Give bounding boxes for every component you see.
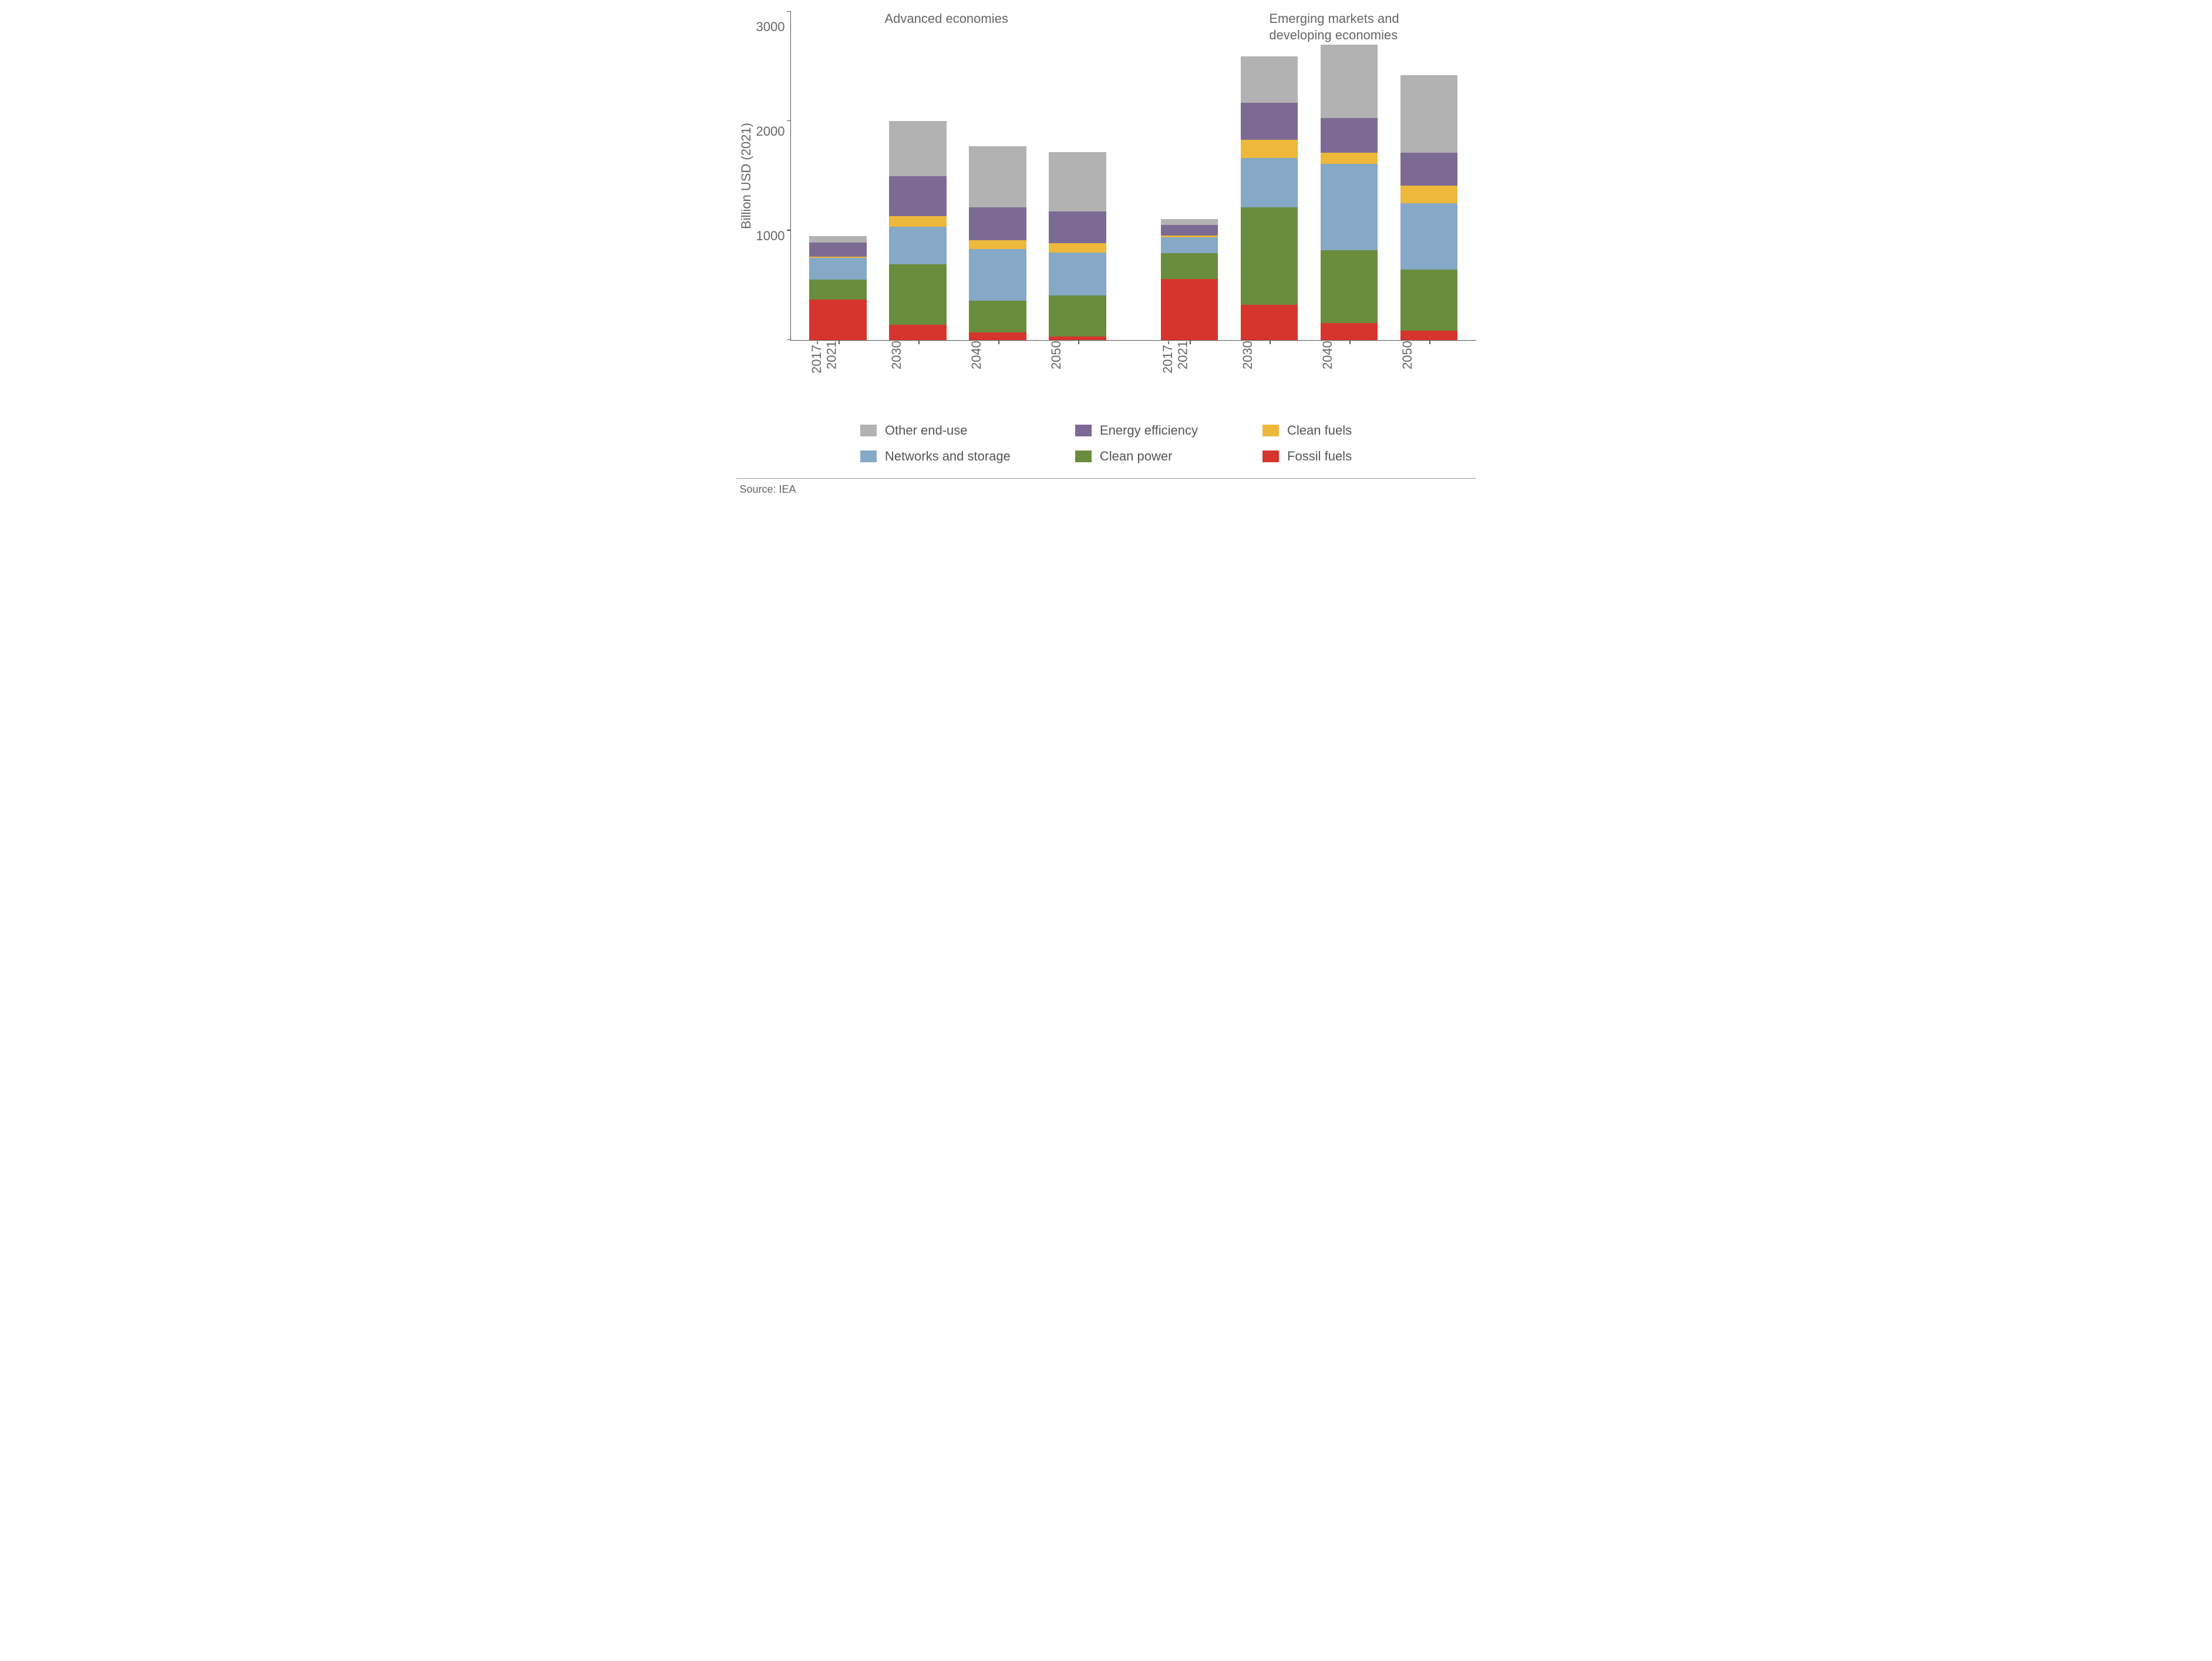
source-text: Source: IEA [736, 479, 1476, 496]
legend-swatch [1262, 425, 1279, 436]
investment-chart: Billion USD (2021) 3000200010000 Advance… [736, 12, 1476, 496]
x-tick-label: 2017-2021 [1160, 341, 1218, 405]
bar-segment-otherend [809, 236, 867, 243]
bar-segment-fossil [969, 332, 1026, 340]
legend-item-networks: Networks and storage [860, 449, 1011, 464]
chart-group: Emerging markets anddeveloping economies [1142, 12, 1476, 340]
bar-segment-cleanfuels [889, 216, 947, 227]
legend-item-cleanpower: Clean power [1075, 449, 1198, 464]
bar [1161, 12, 1218, 340]
legend-label: Clean fuels [1287, 423, 1352, 438]
chart-group: Advanced economies [791, 12, 1124, 340]
x-tick-label: 2017-2021 [809, 341, 867, 405]
x-axis-labels: 2017-2021 2030 2040 2050 2017-2021 2030 2040 20… [790, 341, 1476, 405]
bar-segment-networks [1241, 158, 1298, 207]
bar [1400, 12, 1458, 340]
group-title: Advanced economies [885, 11, 1008, 27]
bar-segment-cleanpower [969, 301, 1026, 332]
y-axis-label: Billion USD (2021) [736, 12, 756, 341]
bar-segment-fossil [889, 325, 947, 340]
bar-segment-efficiency [809, 243, 867, 257]
bar-segment-fossil [1400, 331, 1458, 340]
bar-segment-otherend [1321, 45, 1378, 118]
bar [969, 12, 1026, 340]
bar [1241, 12, 1298, 340]
bar-segment-otherend [1241, 56, 1298, 102]
legend-swatch [1075, 425, 1092, 436]
bar-segment-cleanfuels [1400, 186, 1458, 203]
bar-segment-otherend [1049, 152, 1106, 212]
legend-item-otherend: Other end-use [860, 423, 1011, 438]
bar [889, 12, 947, 340]
y-tick-label: 1000 [756, 228, 785, 244]
bar-segment-networks [889, 227, 947, 264]
bar-segment-efficiency [889, 176, 947, 217]
bar-segment-efficiency [969, 207, 1026, 240]
bar-segment-networks [1321, 164, 1378, 250]
bar-segment-fossil [809, 300, 867, 340]
bar-segment-otherend [1161, 219, 1218, 225]
bar-segment-fossil [1049, 337, 1106, 340]
bar-segment-efficiency [1321, 118, 1378, 153]
bar-segment-fossil [1321, 323, 1378, 340]
legend-item-cleanfuels: Clean fuels [1262, 423, 1352, 438]
bar-segment-cleanpower [1241, 207, 1298, 305]
bar-segment-efficiency [1400, 153, 1458, 186]
bar-segment-networks [1161, 237, 1218, 253]
bar-segment-cleanfuels [1321, 153, 1378, 164]
bar-segment-fossil [1241, 305, 1298, 340]
bar-segment-cleanpower [809, 280, 867, 300]
x-tick-label: 2030 [1240, 341, 1298, 405]
x-tick-label: 2050 [1400, 341, 1457, 405]
bar-segment-networks [1400, 203, 1458, 270]
bar-segment-cleanpower [1049, 295, 1106, 337]
bar-segment-otherend [889, 121, 947, 176]
legend-swatch [1075, 450, 1092, 462]
bar-segment-cleanpower [1161, 253, 1218, 279]
bar-segment-cleanfuels [1049, 243, 1106, 253]
legend-label: Clean power [1100, 449, 1173, 464]
legend: Other end-use Energy efficiency Clean fuel… [736, 423, 1476, 464]
legend-item-efficiency: Energy efficiency [1075, 423, 1198, 438]
y-tick-label: 2000 [756, 124, 785, 139]
legend-swatch [860, 425, 877, 436]
plot-area: Advanced economies Emerging markets andde… [790, 12, 1476, 341]
legend-swatch [860, 450, 877, 462]
group-title: Emerging markets anddeveloping economies [1269, 11, 1399, 43]
bar-segment-networks [1049, 253, 1106, 295]
bar [1321, 12, 1378, 340]
bar-segment-networks [969, 249, 1026, 301]
bar-segment-cleanfuels [1241, 140, 1298, 158]
bar-segment-cleanpower [1400, 270, 1458, 331]
legend-swatch [1262, 450, 1279, 462]
y-axis-ticks: 3000200010000 [756, 12, 791, 341]
legend-label: Networks and storage [885, 449, 1011, 464]
bar-segment-efficiency [1049, 211, 1106, 243]
bar-segment-otherend [1400, 75, 1458, 153]
bar-segment-cleanpower [889, 264, 947, 324]
x-tick-label: 2050 [1049, 341, 1106, 405]
bar [809, 12, 867, 340]
y-tick-label: 3000 [756, 19, 785, 35]
legend-label: Other end-use [885, 423, 968, 438]
x-tick-label: 2030 [889, 341, 947, 405]
bar-segment-cleanfuels [969, 240, 1026, 250]
legend-item-fossil: Fossil fuels [1262, 449, 1352, 464]
legend-label: Energy efficiency [1100, 423, 1198, 438]
bar-segment-otherend [969, 146, 1026, 207]
x-tick-label: 2040 [969, 341, 1026, 405]
x-tick-label: 2040 [1320, 341, 1378, 405]
bar-segment-fossil [1161, 279, 1218, 340]
bar-segment-cleanpower [1321, 250, 1378, 323]
bar-segment-efficiency [1161, 225, 1218, 236]
bar-segment-efficiency [1241, 103, 1298, 140]
bar-segment-networks [809, 258, 867, 279]
bar [1049, 12, 1106, 340]
legend-label: Fossil fuels [1287, 449, 1352, 464]
